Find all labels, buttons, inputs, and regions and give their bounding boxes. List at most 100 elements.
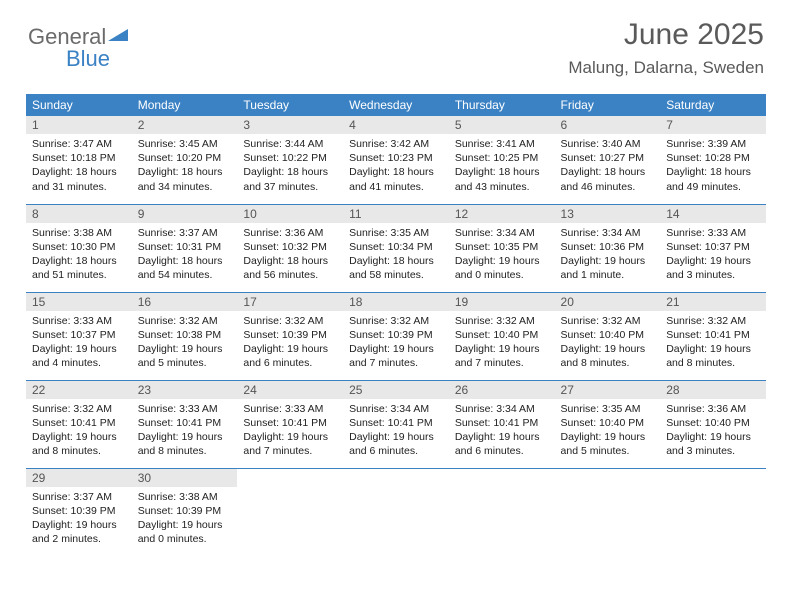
day-content: Sunrise: 3:32 AMSunset: 10:40 PMDaylight… <box>555 311 661 377</box>
day-number: 6 <box>555 116 661 134</box>
day-cell: 14Sunrise: 3:33 AMSunset: 10:37 PMDaylig… <box>660 204 766 292</box>
daylight-text-2: and 0 minutes. <box>138 532 232 546</box>
day-content: Sunrise: 3:33 AMSunset: 10:41 PMDaylight… <box>237 399 343 465</box>
day-number: 25 <box>343 381 449 399</box>
daylight-text-1: Daylight: 18 hours <box>666 165 760 179</box>
daylight-text-1: Daylight: 19 hours <box>561 430 655 444</box>
day-number: 7 <box>660 116 766 134</box>
daylight-text-1: Daylight: 18 hours <box>32 165 126 179</box>
day-cell: 30Sunrise: 3:38 AMSunset: 10:39 PMDaylig… <box>132 468 238 556</box>
day-number: 23 <box>132 381 238 399</box>
day-number: 2 <box>132 116 238 134</box>
day-cell: 15Sunrise: 3:33 AMSunset: 10:37 PMDaylig… <box>26 292 132 380</box>
daylight-text-2: and 6 minutes. <box>455 444 549 458</box>
day-cell: 3Sunrise: 3:44 AMSunset: 10:22 PMDayligh… <box>237 116 343 204</box>
daylight-text-2: and 8 minutes. <box>561 356 655 370</box>
day-number: 1 <box>26 116 132 134</box>
day-cell: 1Sunrise: 3:47 AMSunset: 10:18 PMDayligh… <box>26 116 132 204</box>
day-cell: 13Sunrise: 3:34 AMSunset: 10:36 PMDaylig… <box>555 204 661 292</box>
day-cell: 18Sunrise: 3:32 AMSunset: 10:39 PMDaylig… <box>343 292 449 380</box>
day-content: Sunrise: 3:36 AMSunset: 10:40 PMDaylight… <box>660 399 766 465</box>
calendar-table: SundayMondayTuesdayWednesdayThursdayFrid… <box>26 94 766 556</box>
day-content: Sunrise: 3:32 AMSunset: 10:41 PMDaylight… <box>26 399 132 465</box>
daylight-text-2: and 51 minutes. <box>32 268 126 282</box>
day-number: 28 <box>660 381 766 399</box>
day-number: 12 <box>449 205 555 223</box>
sunset-text: Sunset: 10:35 PM <box>455 240 549 254</box>
title-block: June 2025 Malung, Dalarna, Sweden <box>568 18 764 78</box>
day-number: 21 <box>660 293 766 311</box>
day-content: Sunrise: 3:34 AMSunset: 10:36 PMDaylight… <box>555 223 661 289</box>
day-cell: 25Sunrise: 3:34 AMSunset: 10:41 PMDaylig… <box>343 380 449 468</box>
sunset-text: Sunset: 10:39 PM <box>138 504 232 518</box>
location: Malung, Dalarna, Sweden <box>568 58 764 78</box>
day-cell: 24Sunrise: 3:33 AMSunset: 10:41 PMDaylig… <box>237 380 343 468</box>
day-number: 20 <box>555 293 661 311</box>
daylight-text-1: Daylight: 19 hours <box>666 254 760 268</box>
day-number: 30 <box>132 469 238 487</box>
week-row: 8Sunrise: 3:38 AMSunset: 10:30 PMDayligh… <box>26 204 766 292</box>
week-row: 22Sunrise: 3:32 AMSunset: 10:41 PMDaylig… <box>26 380 766 468</box>
daylight-text-2: and 3 minutes. <box>666 268 760 282</box>
month-title: June 2025 <box>568 18 764 52</box>
daylight-text-2: and 0 minutes. <box>455 268 549 282</box>
daylight-text-1: Daylight: 19 hours <box>138 342 232 356</box>
sunrise-text: Sunrise: 3:35 AM <box>349 226 443 240</box>
day-header: Saturday <box>660 94 766 116</box>
daylight-text-2: and 8 minutes. <box>666 356 760 370</box>
daylight-text-2: and 7 minutes. <box>455 356 549 370</box>
day-cell: 22Sunrise: 3:32 AMSunset: 10:41 PMDaylig… <box>26 380 132 468</box>
sunrise-text: Sunrise: 3:32 AM <box>666 314 760 328</box>
sunset-text: Sunset: 10:27 PM <box>561 151 655 165</box>
day-content: Sunrise: 3:35 AMSunset: 10:34 PMDaylight… <box>343 223 449 289</box>
day-cell <box>237 468 343 556</box>
day-header: Thursday <box>449 94 555 116</box>
day-content: Sunrise: 3:32 AMSunset: 10:38 PMDaylight… <box>132 311 238 377</box>
sunset-text: Sunset: 10:41 PM <box>32 416 126 430</box>
day-cell: 29Sunrise: 3:37 AMSunset: 10:39 PMDaylig… <box>26 468 132 556</box>
sunset-text: Sunset: 10:25 PM <box>455 151 549 165</box>
day-number: 13 <box>555 205 661 223</box>
header: GeneralBlue June 2025 Malung, Dalarna, S… <box>0 0 792 86</box>
day-content: Sunrise: 3:34 AMSunset: 10:41 PMDaylight… <box>343 399 449 465</box>
day-content: Sunrise: 3:39 AMSunset: 10:28 PMDaylight… <box>660 134 766 200</box>
sunrise-text: Sunrise: 3:33 AM <box>243 402 337 416</box>
day-number: 5 <box>449 116 555 134</box>
daylight-text-2: and 49 minutes. <box>666 180 760 194</box>
daylight-text-1: Daylight: 19 hours <box>32 518 126 532</box>
day-cell: 27Sunrise: 3:35 AMSunset: 10:40 PMDaylig… <box>555 380 661 468</box>
day-header: Wednesday <box>343 94 449 116</box>
day-cell: 26Sunrise: 3:34 AMSunset: 10:41 PMDaylig… <box>449 380 555 468</box>
daylight-text-1: Daylight: 19 hours <box>455 254 549 268</box>
day-content: Sunrise: 3:41 AMSunset: 10:25 PMDaylight… <box>449 134 555 200</box>
sunrise-text: Sunrise: 3:40 AM <box>561 137 655 151</box>
week-row: 15Sunrise: 3:33 AMSunset: 10:37 PMDaylig… <box>26 292 766 380</box>
week-row: 29Sunrise: 3:37 AMSunset: 10:39 PMDaylig… <box>26 468 766 556</box>
day-cell <box>660 468 766 556</box>
day-cell: 17Sunrise: 3:32 AMSunset: 10:39 PMDaylig… <box>237 292 343 380</box>
sunset-text: Sunset: 10:39 PM <box>32 504 126 518</box>
day-number: 15 <box>26 293 132 311</box>
daylight-text-1: Daylight: 18 hours <box>32 254 126 268</box>
daylight-text-2: and 7 minutes. <box>349 356 443 370</box>
daylight-text-1: Daylight: 19 hours <box>666 342 760 356</box>
daylight-text-2: and 56 minutes. <box>243 268 337 282</box>
day-number: 3 <box>237 116 343 134</box>
sunrise-text: Sunrise: 3:34 AM <box>455 226 549 240</box>
daylight-text-2: and 8 minutes. <box>138 444 232 458</box>
daylight-text-1: Daylight: 18 hours <box>349 254 443 268</box>
day-cell <box>555 468 661 556</box>
daylight-text-2: and 6 minutes. <box>349 444 443 458</box>
day-content: Sunrise: 3:32 AMSunset: 10:41 PMDaylight… <box>660 311 766 377</box>
sunset-text: Sunset: 10:40 PM <box>561 416 655 430</box>
day-header: Sunday <box>26 94 132 116</box>
day-content: Sunrise: 3:33 AMSunset: 10:37 PMDaylight… <box>660 223 766 289</box>
day-number: 4 <box>343 116 449 134</box>
day-header: Monday <box>132 94 238 116</box>
day-cell: 28Sunrise: 3:36 AMSunset: 10:40 PMDaylig… <box>660 380 766 468</box>
day-cell: 19Sunrise: 3:32 AMSunset: 10:40 PMDaylig… <box>449 292 555 380</box>
day-number: 22 <box>26 381 132 399</box>
day-cell: 21Sunrise: 3:32 AMSunset: 10:41 PMDaylig… <box>660 292 766 380</box>
daylight-text-2: and 1 minute. <box>561 268 655 282</box>
daylight-text-2: and 43 minutes. <box>455 180 549 194</box>
